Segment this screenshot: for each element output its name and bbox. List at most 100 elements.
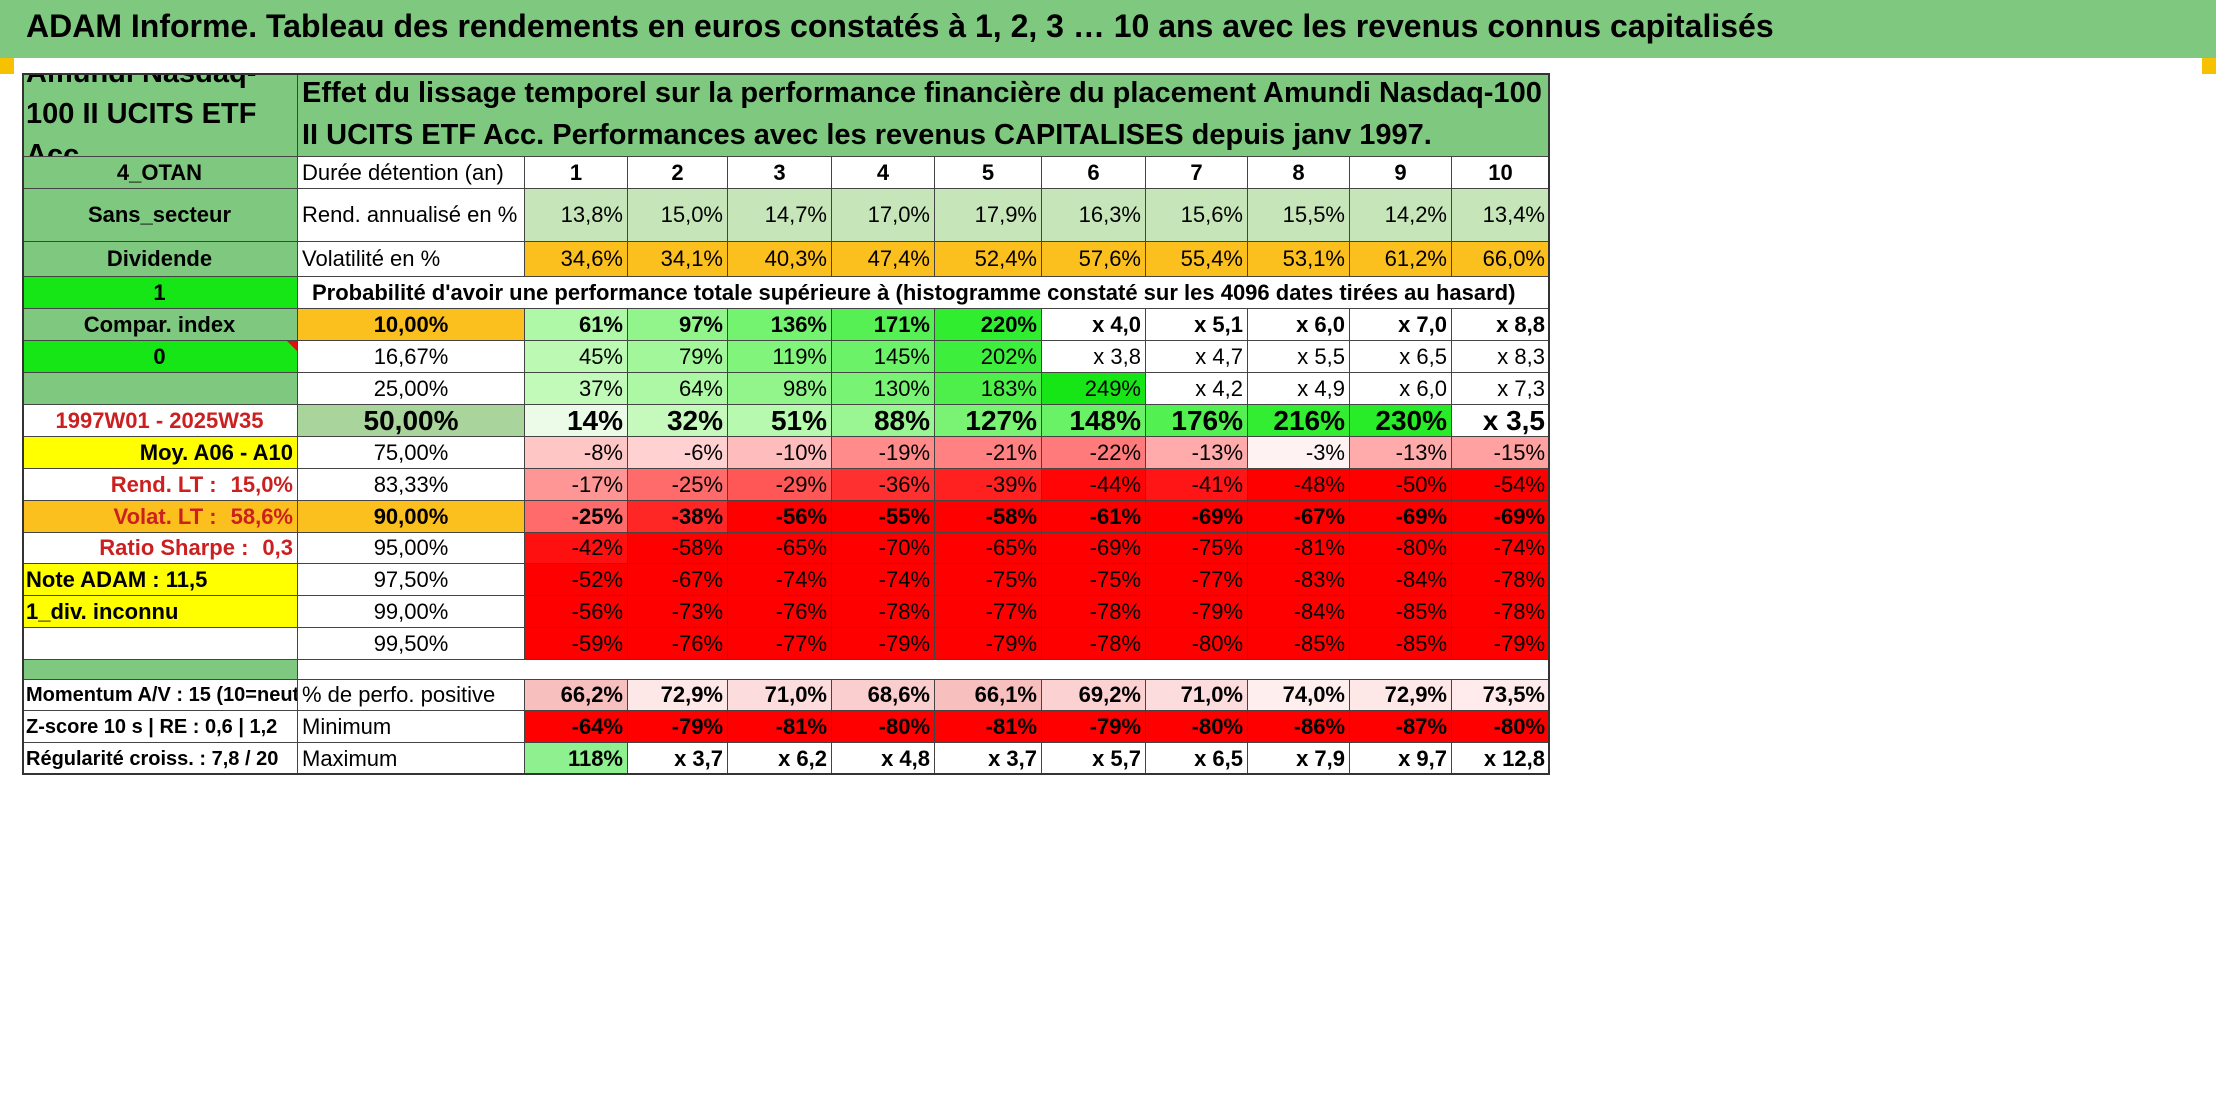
probability-value: 64%	[628, 373, 728, 405]
category-label: 4_OTAN	[22, 157, 298, 189]
probability-value: -17%	[525, 469, 628, 501]
probability-value: 37%	[525, 373, 628, 405]
probability-value: -78%	[1452, 564, 1550, 596]
year-header-2: 2	[628, 157, 728, 189]
summary-value: 71,0%	[1146, 680, 1248, 711]
zscore-label: Z-score 10 s | RE : 0,6 | 1,2	[22, 711, 298, 743]
summary-value: 71,0%	[728, 680, 832, 711]
probability-value: x 4,9	[1248, 373, 1350, 405]
summary-label: Maximum	[298, 743, 525, 775]
probability-value: -78%	[1042, 596, 1146, 628]
income-type-label: Dividende	[22, 242, 298, 277]
summary-value: -64%	[525, 711, 628, 743]
volatility-value: 52,4%	[935, 242, 1042, 277]
probability-value: -55%	[832, 501, 935, 533]
rend-annualise-value: 14,7%	[728, 189, 832, 242]
rend-annualise-value: 15,0%	[628, 189, 728, 242]
sharpe-ratio-value: 0,3	[262, 535, 293, 560]
volatility-value: 47,4%	[832, 242, 935, 277]
rend-annualise-value: 16,3%	[1042, 189, 1146, 242]
summary-value: -81%	[935, 711, 1042, 743]
probability-value: -78%	[832, 596, 935, 628]
comment-indicator	[287, 341, 297, 351]
probability-value: -69%	[1452, 501, 1550, 533]
probability-value: 145%	[832, 341, 935, 373]
probability-value: -41%	[1146, 469, 1248, 501]
probability-value: x 3,5	[1452, 405, 1550, 437]
probability-value: -85%	[1248, 628, 1350, 660]
flag-zero-cell: 0	[22, 341, 298, 373]
probability-value: -59%	[525, 628, 628, 660]
duration-label: Durée détention (an)	[298, 157, 525, 189]
probability-value: 171%	[832, 309, 935, 341]
probability-value: 32%	[628, 405, 728, 437]
probability-value: -65%	[935, 533, 1042, 564]
summary-label: % de perfo. positive	[298, 680, 525, 711]
probability-threshold: 99,00%	[298, 596, 525, 628]
probability-value: 98%	[728, 373, 832, 405]
year-header-5: 5	[935, 157, 1042, 189]
probability-value: -79%	[1452, 628, 1550, 660]
summary-value: x 7,9	[1248, 743, 1350, 775]
rend-annualise-value: 14,2%	[1350, 189, 1452, 242]
summary-value: 66,2%	[525, 680, 628, 711]
probability-value: 136%	[728, 309, 832, 341]
probability-value: 202%	[935, 341, 1042, 373]
probability-value: -77%	[728, 628, 832, 660]
table-description: Effet du lissage temporel sur la perform…	[298, 73, 1550, 157]
probability-value: -77%	[1146, 564, 1248, 596]
probability-value: -42%	[525, 533, 628, 564]
rend-annualise-value: 13,4%	[1452, 189, 1550, 242]
year-header-3: 3	[728, 157, 832, 189]
year-header-8: 8	[1248, 157, 1350, 189]
probability-value: -3%	[1248, 437, 1350, 469]
year-header-9: 9	[1350, 157, 1452, 189]
probability-value: -69%	[1146, 501, 1248, 533]
summary-value: 73,5%	[1452, 680, 1550, 711]
probability-value: -65%	[728, 533, 832, 564]
title-bar: ADAM Informe. Tableau des rendements en …	[0, 0, 2216, 58]
compar-index-label: Compar. index	[22, 309, 298, 341]
volatility-value: 55,4%	[1146, 242, 1248, 277]
summary-value: 72,9%	[628, 680, 728, 711]
probability-value: -13%	[1146, 437, 1248, 469]
probability-threshold: 99,50%	[298, 628, 525, 660]
probability-value: x 6,0	[1350, 373, 1452, 405]
blank-green-cell	[22, 373, 298, 405]
probability-value: -38%	[628, 501, 728, 533]
volat-lt-value: 58,6%	[230, 503, 293, 529]
probability-value: -67%	[1248, 501, 1350, 533]
probability-value: -78%	[1452, 596, 1550, 628]
probability-value: 216%	[1248, 405, 1350, 437]
corner-marker-right	[2202, 58, 2216, 74]
probability-value: -67%	[628, 564, 728, 596]
summary-value: 72,9%	[1350, 680, 1452, 711]
probability-value: 45%	[525, 341, 628, 373]
performance-table: Amundi Nasdaq-100 II UCITS ETF Acc4_OTAN…	[22, 73, 2194, 1120]
probability-value: 176%	[1146, 405, 1248, 437]
volatility-value: 40,3%	[728, 242, 832, 277]
probability-value: -25%	[628, 469, 728, 501]
rend-lt: Rend. LT : 15,0%	[22, 469, 298, 501]
probability-value: 130%	[832, 373, 935, 405]
average-label: Moy. A06 - A10	[22, 437, 298, 469]
probability-value: -75%	[1146, 533, 1248, 564]
summary-value: x 6,2	[728, 743, 832, 775]
probability-value: -19%	[832, 437, 935, 469]
probability-value: -15%	[1452, 437, 1550, 469]
probability-value: -85%	[1350, 596, 1452, 628]
probability-value: x 8,8	[1452, 309, 1550, 341]
note-adam: Note ADAM : 11,5	[22, 564, 298, 596]
probability-value: 119%	[728, 341, 832, 373]
summary-value: -80%	[832, 711, 935, 743]
probability-value: -85%	[1350, 628, 1452, 660]
probability-value: x 3,8	[1042, 341, 1146, 373]
probability-value: -84%	[1248, 596, 1350, 628]
rend-annualise-value: 15,6%	[1146, 189, 1248, 242]
summary-value: x 6,5	[1146, 743, 1248, 775]
probability-value: -6%	[628, 437, 728, 469]
probability-value: x 7,0	[1350, 309, 1452, 341]
summary-label: Minimum	[298, 711, 525, 743]
probability-value: x 8,3	[1452, 341, 1550, 373]
probability-value: x 6,0	[1248, 309, 1350, 341]
